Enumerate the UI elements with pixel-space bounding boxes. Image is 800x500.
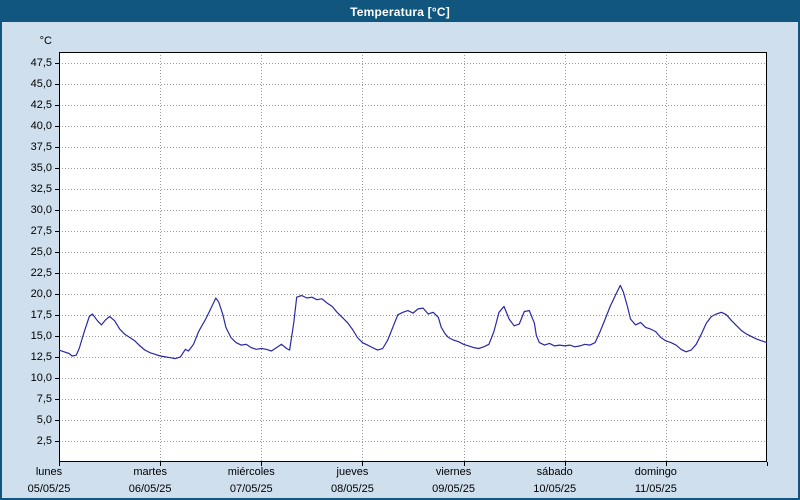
y-axis-label: 22,5 (30, 266, 52, 279)
y-axis-label: 37,5 (30, 140, 52, 153)
y-axis-label: 2,5 (36, 434, 52, 447)
x-axis-date-label: 08/05/25 (331, 483, 374, 495)
y-axis-label: 47,5 (30, 56, 52, 69)
window-title-bar: Temperatura [°C] (2, 2, 798, 22)
y-axis-unit-label: °C (39, 35, 52, 47)
temperature-line (58, 284, 768, 360)
plot-background (59, 52, 767, 462)
y-axis-label: 5,0 (36, 413, 52, 426)
x-axis-date-label: 11/05/25 (634, 483, 677, 495)
plot-border (59, 52, 767, 462)
x-axis-day-label: sábado (536, 466, 573, 478)
y-axis-label: 25,0 (30, 245, 52, 258)
x-axis-day-label: lunes (35, 466, 63, 478)
x-axis-day-label: jueves (336, 466, 369, 478)
x-axis-day-label: miércoles (227, 466, 275, 478)
y-axis-label: 30,0 (30, 203, 52, 216)
window-title: Temperatura [°C] (350, 5, 450, 19)
x-axis-date-label: 10/05/25 (533, 483, 577, 495)
y-axis-label: 7,5 (36, 392, 52, 405)
y-axis-label: 45,0 (30, 77, 52, 90)
y-axis-label: 10,0 (30, 371, 52, 384)
x-axis-date-label: 07/05/25 (229, 483, 273, 495)
x-axis-day-label: viernes (435, 466, 472, 478)
x-axis-day-label: domingo (634, 466, 677, 478)
y-axis-label: 35,0 (30, 161, 52, 174)
y-axis-label: 15,0 (30, 329, 52, 342)
x-axis-date-label: 05/05/25 (27, 483, 71, 495)
y-axis-label: 27,5 (30, 224, 52, 237)
x-axis-date-label: 09/05/25 (432, 483, 475, 495)
y-axis-label: 42,5 (30, 98, 52, 111)
x-axis-day-label: martes (133, 466, 167, 478)
temperature-plot (55, 52, 768, 466)
x-axis-date-label: 06/05/25 (128, 483, 172, 495)
y-axis-label: 17,5 (30, 308, 52, 321)
y-axis-label: 32,5 (30, 182, 52, 195)
y-axis-label: 12,5 (30, 350, 52, 363)
y-axis-label: 20,0 (30, 287, 52, 300)
y-axis-label: 40,0 (30, 119, 52, 132)
